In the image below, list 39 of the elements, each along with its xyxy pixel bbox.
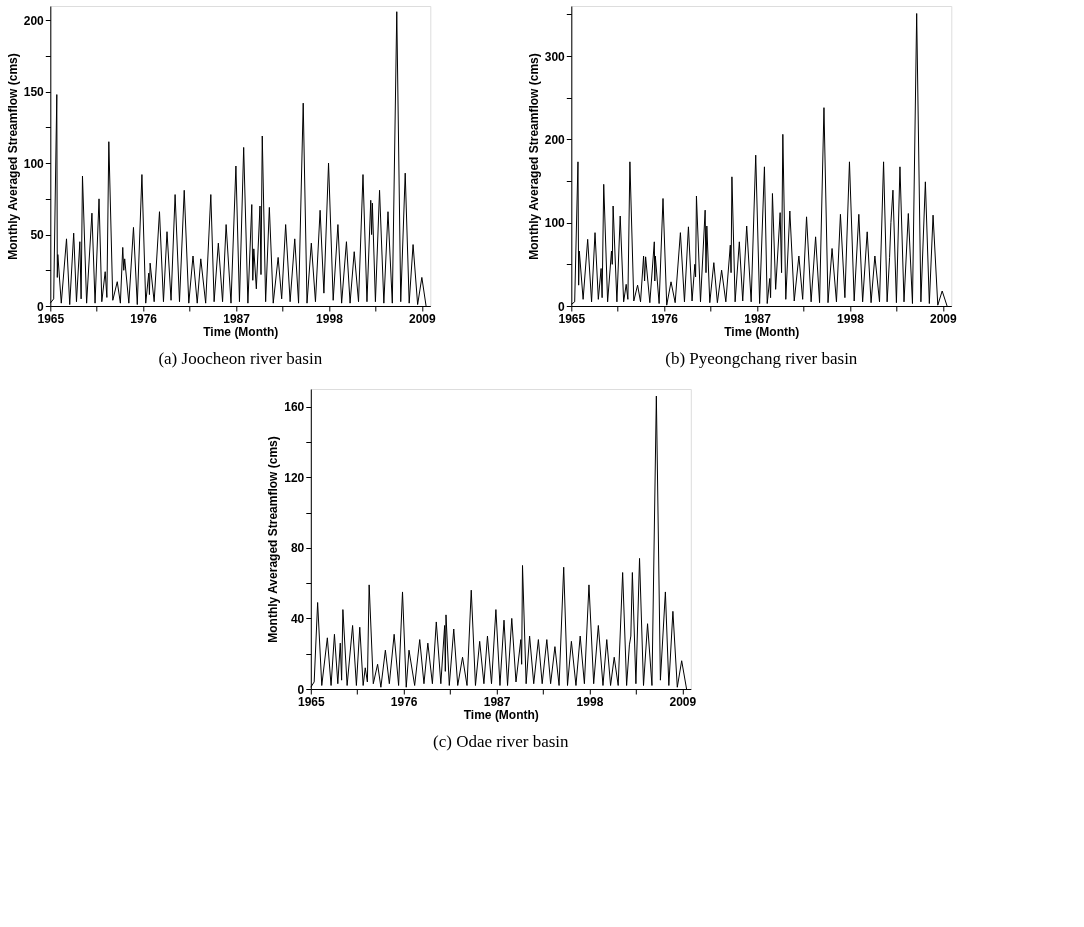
y-tick-label: 0 xyxy=(297,682,305,697)
line-series xyxy=(49,11,427,307)
x-tick-label: 1965 xyxy=(37,311,65,326)
y-tick-label: 100 xyxy=(544,216,566,231)
y-axis-title: Monthly Averaged Streamflow (cms) xyxy=(526,53,541,260)
y-tick-label: 40 xyxy=(290,611,305,626)
x-axis-title: Time (Month) xyxy=(463,707,539,722)
y-tick-label: 80 xyxy=(290,541,305,556)
x-tick-label: 2009 xyxy=(930,311,958,326)
y-tick-label: 160 xyxy=(284,400,305,415)
y-axis-title: Monthly Averaged Streamflow (cms) xyxy=(266,436,281,643)
y-tick-label: 0 xyxy=(558,299,566,314)
x-tick-label: 1976 xyxy=(651,311,679,326)
text: (b) Pyeongchang river basin xyxy=(665,349,858,368)
y-tick-label: 50 xyxy=(30,228,45,243)
y-tick-label: 200 xyxy=(544,132,566,147)
x-tick-label: 2009 xyxy=(669,694,697,709)
x-tick-label: 2009 xyxy=(409,311,437,326)
x-tick-label: 1965 xyxy=(558,311,586,326)
text: (c) Odae river basin xyxy=(433,732,570,751)
x-tick-label: 1998 xyxy=(576,694,604,709)
x-tick-label: 1987 xyxy=(223,311,251,326)
y-tick-label: 120 xyxy=(284,470,305,485)
x-tick-label: 1987 xyxy=(744,311,772,326)
x-tick-label: 1976 xyxy=(390,694,418,709)
y-tick-label: 200 xyxy=(23,13,45,28)
y-tick-label: 0 xyxy=(37,299,45,314)
x-tick-label: 1976 xyxy=(130,311,158,326)
y-axis-title: Monthly Averaged Streamflow (cms) xyxy=(5,53,20,260)
y-tick-label: 100 xyxy=(23,156,45,171)
x-tick-label: 1998 xyxy=(316,311,344,326)
x-tick-label: 1998 xyxy=(837,311,865,326)
x-axis-title: Time (Month) xyxy=(203,324,279,339)
x-tick-label: 1965 xyxy=(297,694,325,709)
x-axis-title: Time (Month) xyxy=(724,324,800,339)
y-tick-label: 300 xyxy=(544,49,566,64)
text: (a) Joocheon river basin xyxy=(158,349,323,368)
y-tick-label: 150 xyxy=(23,85,45,100)
x-tick-label: 1987 xyxy=(483,694,511,709)
